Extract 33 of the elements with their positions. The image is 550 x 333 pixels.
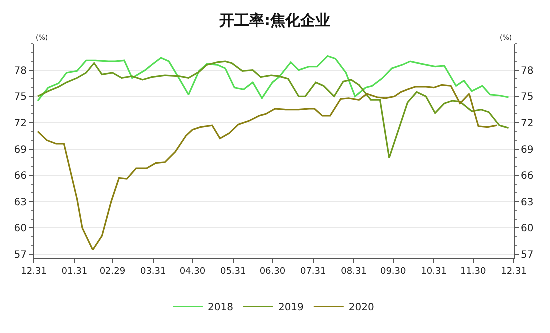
x-tick-label: 06.30 <box>260 266 286 277</box>
x-tick-label: 12.31 <box>501 266 527 277</box>
x-tick-label: 11.30 <box>460 266 486 277</box>
x-tick-label: 01.31 <box>62 266 88 277</box>
x-tick-label: 07.31 <box>300 266 326 277</box>
y2-tick-label: 57 <box>521 250 534 261</box>
x-tick-label: 05.31 <box>220 266 246 277</box>
y2-tick-label: 75 <box>521 92 534 104</box>
x-tick-label: 10.31 <box>421 266 447 277</box>
x-tick-label: 09.30 <box>380 266 406 277</box>
y-tick-label: 66 <box>14 171 27 182</box>
y2-tick-label: 69 <box>521 144 534 156</box>
y-tick-label: 57 <box>14 250 27 261</box>
y-tick-label: 63 <box>14 197 27 208</box>
legend-label: 2018 <box>208 302 234 314</box>
x-tick-label: 04.30 <box>180 266 206 277</box>
x-tick-label: 02.29 <box>100 266 126 277</box>
x-tick-label: 08.31 <box>341 266 367 277</box>
y2-tick-label: 63 <box>521 197 534 208</box>
y-tick-label: 75 <box>14 92 27 104</box>
legend-label: 2020 <box>348 302 374 314</box>
y-tick-label: 69 <box>14 144 27 156</box>
chart-title: 开工率:焦化企业 <box>218 11 330 30</box>
legend-label: 2019 <box>278 302 304 314</box>
y-tick-label: 78 <box>14 66 27 77</box>
x-tick-label: 12.31 <box>21 266 47 277</box>
y-tick-label: 60 <box>14 224 27 235</box>
y2-tick-label: 60 <box>521 224 534 235</box>
y2-tick-label: 66 <box>521 171 534 182</box>
y-tick-label: 72 <box>14 118 27 130</box>
y2-tick-label: 72 <box>521 118 534 130</box>
y2-tick-label: 78 <box>521 66 534 77</box>
x-tick-label: 03.31 <box>140 266 166 277</box>
